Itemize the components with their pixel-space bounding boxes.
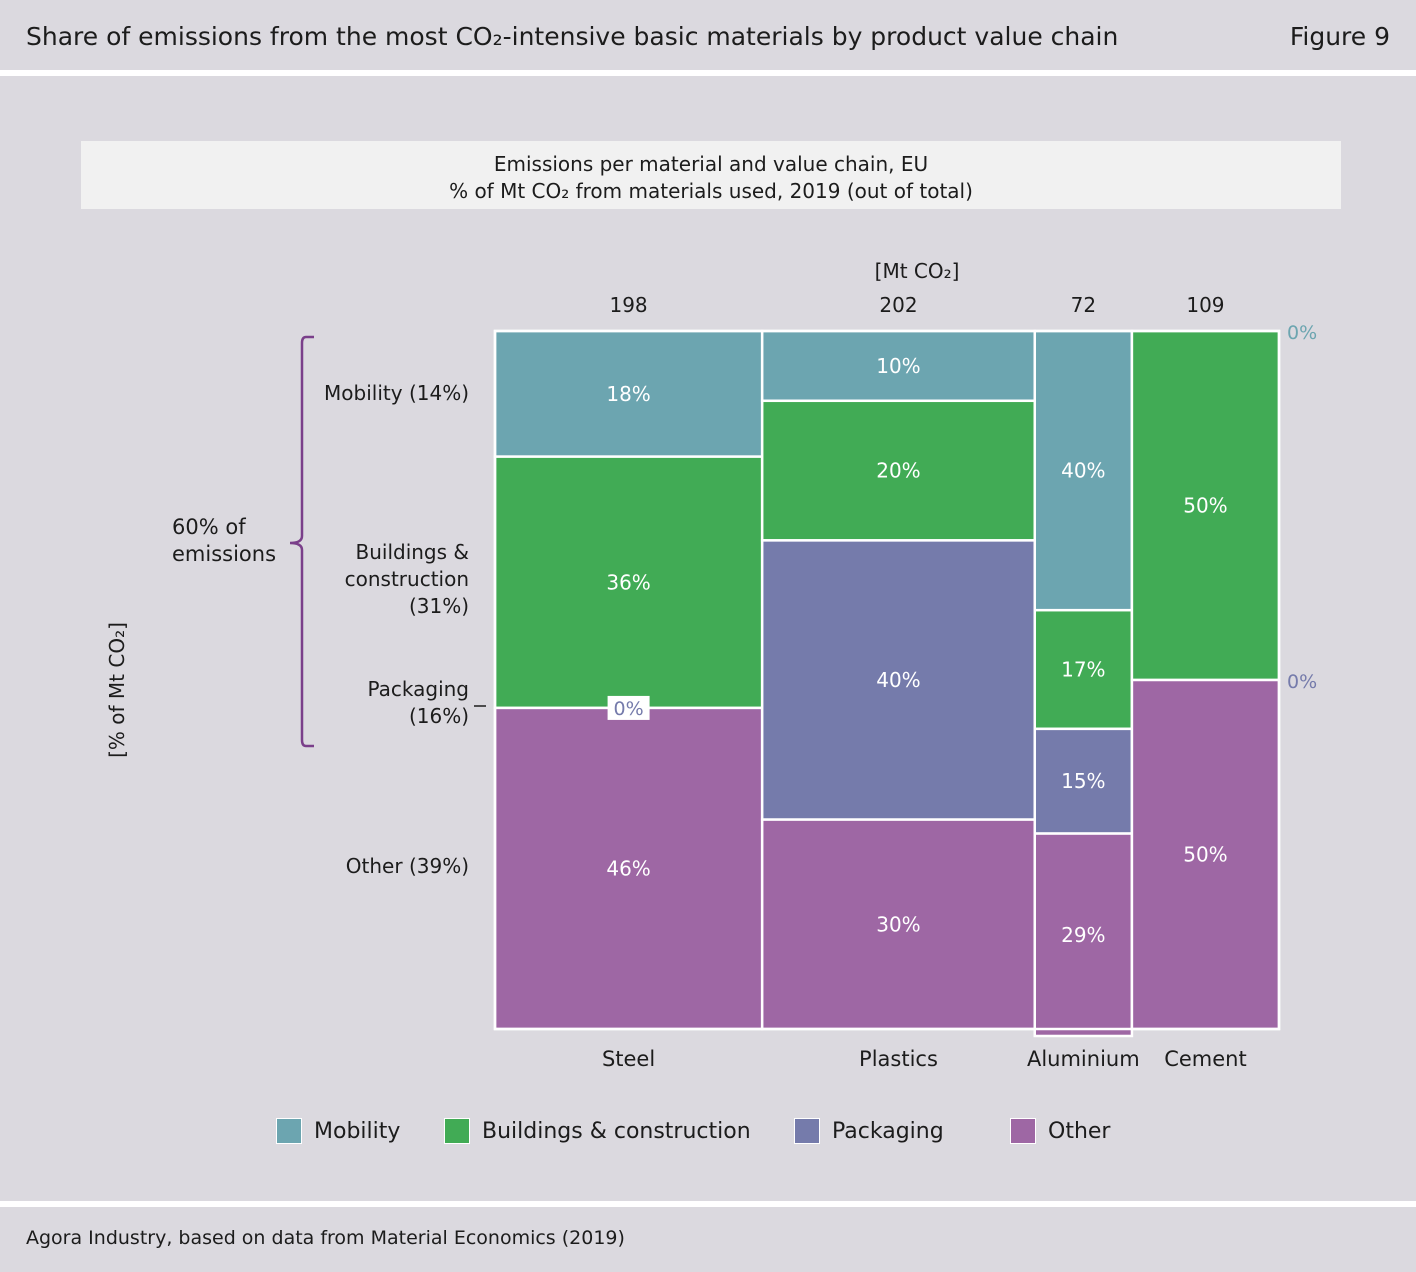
plot-frame xyxy=(493,329,1281,1031)
data-label-aluminium-mobility: 40% xyxy=(1061,459,1105,483)
brace-label-line2: emissions xyxy=(172,542,276,566)
figure-title: Share of emissions from the most CO₂-int… xyxy=(26,22,1119,51)
legend-swatch-mobility xyxy=(276,1118,302,1144)
data-label-steel-other: 46% xyxy=(606,856,650,880)
row-label-packaging-2: (16%) xyxy=(409,704,469,728)
segment-cement-other xyxy=(1130,678,1281,1031)
y-axis-label: [% of Mt CO₂] xyxy=(105,622,129,758)
legend-label-packaging: Packaging xyxy=(832,1119,944,1144)
segment-aluminium-packaging xyxy=(1033,727,1134,835)
data-label-steel-buildings-construction: 36% xyxy=(606,570,650,594)
total-label-steel: 198 xyxy=(609,293,647,317)
data-label-plastics-other: 30% xyxy=(876,912,920,936)
data-label-cement-buildings-construction: 50% xyxy=(1183,494,1227,518)
legend-label-mobility: Mobility xyxy=(314,1119,401,1144)
brace-label-line1: 60% of xyxy=(172,515,246,539)
row-label-buildings-3: (31%) xyxy=(409,594,469,618)
data-label-aluminium-buildings-construction: 17% xyxy=(1061,658,1105,682)
segment-cement-buildings-construction xyxy=(1130,329,1281,682)
chart-subtitle-line2: % of Mt CO₂ from materials used, 2019 (o… xyxy=(449,179,973,203)
segment-aluminium-other xyxy=(1033,832,1134,1038)
data-label-plastics-mobility: 10% xyxy=(876,354,920,378)
data-label-plastics-buildings-construction: 20% xyxy=(876,459,920,483)
legend: Mobility Buildings & construction Packag… xyxy=(0,1118,1416,1148)
zero-label-cement-packaging: 0% xyxy=(1287,671,1317,693)
legend-label-other: Other xyxy=(1048,1119,1111,1144)
zero-label-steel-packaging: 0% xyxy=(614,698,644,720)
segment-steel-other xyxy=(493,706,764,1031)
segment-plastics-packaging xyxy=(760,539,1037,821)
x-tick-label-cement: Cement xyxy=(1164,1047,1247,1071)
row-label-buildings-1: Buildings & xyxy=(355,540,469,564)
data-label-cement-other: 50% xyxy=(1183,843,1227,867)
source-note: Agora Industry, based on data from Mater… xyxy=(26,1227,625,1249)
row-label-mobility: Mobility (14%) xyxy=(324,381,469,405)
header: Share of emissions from the most CO₂-int… xyxy=(0,0,1416,70)
zero-badge-steel-packaging xyxy=(607,695,650,720)
unit-label: [Mt CO₂] xyxy=(875,259,960,283)
x-tick-label-aluminium: Aluminium xyxy=(1027,1047,1140,1071)
segment-aluminium-mobility xyxy=(1033,329,1134,612)
chart-subtitle-line1: Emissions per material and value chain, … xyxy=(493,152,929,176)
total-label-cement: 109 xyxy=(1186,293,1224,317)
row-label-buildings-2: construction xyxy=(345,567,469,591)
data-label-aluminium-other: 29% xyxy=(1061,923,1105,947)
total-label-plastics: 202 xyxy=(879,293,917,317)
row-label-packaging-1: Packaging xyxy=(367,677,469,701)
row-label-other: Other (39%) xyxy=(346,854,469,878)
segment-plastics-buildings-construction xyxy=(760,399,1037,542)
legend-swatch-buildings xyxy=(444,1118,470,1144)
figure-number: Figure 9 xyxy=(1289,22,1390,51)
segment-steel-mobility xyxy=(493,329,764,458)
data-label-steel-mobility: 18% xyxy=(606,382,650,406)
x-tick-label-steel: Steel xyxy=(602,1047,655,1071)
data-label-aluminium-packaging: 15% xyxy=(1061,769,1105,793)
zero-label-cement-mobility: 0% xyxy=(1287,322,1317,344)
legend-label-buildings: Buildings & construction xyxy=(482,1119,751,1144)
x-tick-label-plastics: Plastics xyxy=(859,1047,938,1071)
total-label-aluminium: 72 xyxy=(1071,293,1096,317)
brace-bracket xyxy=(289,335,314,748)
legend-swatch-other xyxy=(1010,1118,1036,1144)
footer-rule xyxy=(0,1201,1416,1207)
chart-subtitle-box: Emissions per material and value chain, … xyxy=(81,141,1341,209)
segment-aluminium-buildings-construction xyxy=(1033,608,1134,731)
data-label-plastics-packaging: 40% xyxy=(876,668,920,692)
legend-swatch-packaging xyxy=(794,1118,820,1144)
header-rule xyxy=(0,70,1416,76)
segment-plastics-mobility xyxy=(760,329,1037,403)
